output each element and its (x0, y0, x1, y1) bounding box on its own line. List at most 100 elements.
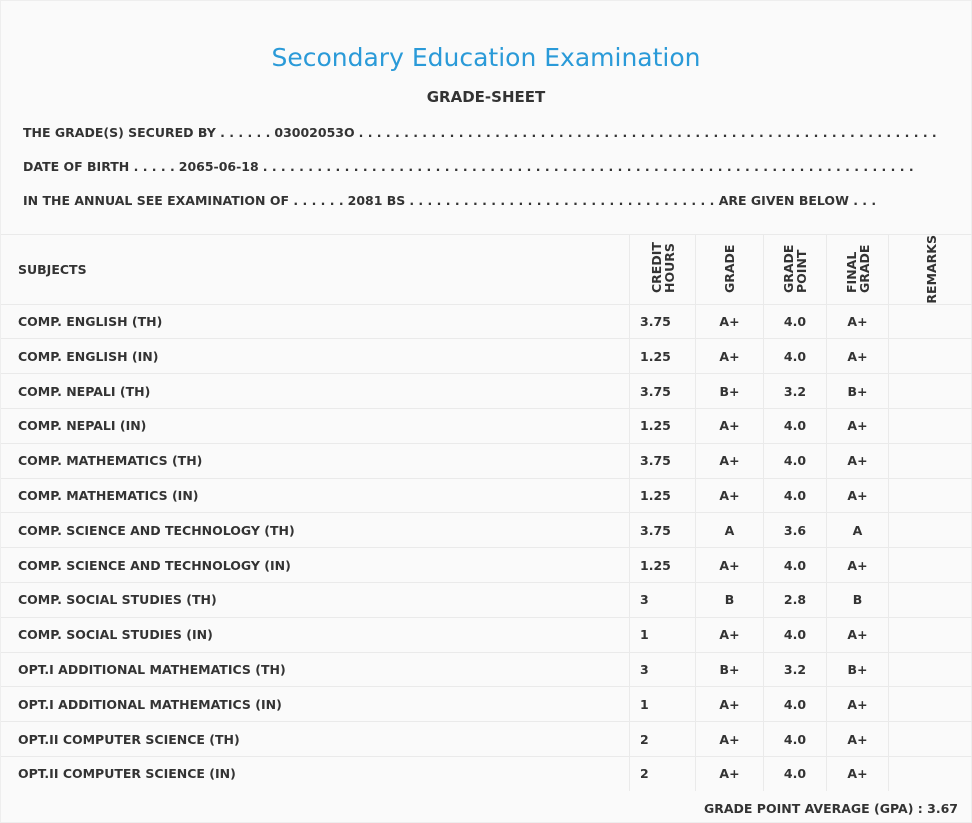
cell: 1.25 (629, 547, 696, 583)
subject-row: OPT.I ADDITIONAL MATHEMATICS (IN) 1 A+ 4.0 A… (1, 686, 972, 722)
column-header: FINAL GRADE (826, 234, 889, 305)
gpa: GRADE POINT AVERAGE (GPA) : 3.67 (704, 801, 958, 816)
cell: 3 (629, 581, 696, 618)
info-label: DATE OF BIRTH . . . . . (23, 159, 175, 174)
subject-row: COMP. SCIENCE AND TECHNOLOGY (TH) 3.75 A 3.… (1, 512, 972, 548)
column-header: SUBJECTS (1, 234, 630, 305)
subject-row: COMP. MATHEMATICS (IN) 1.25 A+ 4.0 A+ (1, 477, 972, 513)
cell: A+ (695, 477, 764, 513)
column-header: GRADE POINT (763, 234, 827, 305)
subject-name: OPT.II COMPUTER SCIENCE (TH) (1, 721, 630, 757)
subject-name: OPT.I ADDITIONAL MATHEMATICS (IN) (1, 686, 630, 722)
cell: A+ (826, 338, 889, 374)
column-header-text: REMARKS (923, 235, 939, 304)
cell: 3 (629, 651, 696, 687)
cell: A+ (826, 721, 889, 757)
cell: 4.0 (763, 303, 827, 339)
remarks-cell (888, 477, 972, 513)
cell: 2 (629, 755, 696, 791)
cell: 4.0 (763, 686, 827, 722)
subject-name: COMP. ENGLISH (TH) (1, 303, 630, 339)
cell: B+ (695, 651, 764, 687)
cell: A+ (695, 755, 764, 791)
cell: 3.75 (629, 303, 696, 339)
subject-name: COMP. ENGLISH (IN) (1, 338, 630, 374)
subject-name: COMP. MATHEMATICS (IN) (1, 477, 630, 513)
cell: B (695, 581, 764, 618)
info-trail: . . . . . . . . . . . . . . . . . . . . … (409, 193, 877, 208)
cell: 4.0 (763, 407, 827, 444)
remarks-cell (888, 512, 972, 548)
cell: 1 (629, 686, 696, 722)
subject-row: OPT.II COMPUTER SCIENCE (TH) 2 A+ 4.0 A+ (1, 721, 972, 757)
subject-row: COMP. SCIENCE AND TECHNOLOGY (IN) 1.25 A+ 4… (1, 547, 972, 583)
cell: A+ (695, 686, 764, 722)
cell: A+ (695, 721, 764, 757)
subject-row: COMP. NEPALI (IN) 1.25 A+ 4.0 A+ (1, 407, 972, 444)
subject-row: COMP. ENGLISH (IN) 1.25 A+ 4.0 A+ (1, 338, 972, 374)
remarks-cell (888, 651, 972, 687)
cell: 3.75 (629, 512, 696, 548)
cell: A+ (826, 442, 889, 479)
cell: 2 (629, 721, 696, 757)
cell: A+ (695, 338, 764, 374)
remarks-cell (888, 755, 972, 791)
subject-name: OPT.I ADDITIONAL MATHEMATICS (TH) (1, 651, 630, 687)
cell: A+ (695, 442, 764, 479)
column-header-text: GRADE (722, 244, 737, 294)
info-value: 03002053O (274, 125, 355, 140)
cell: A (826, 512, 889, 548)
cell: A+ (695, 547, 764, 583)
remarks-cell (888, 547, 972, 583)
subject-name: OPT.II COMPUTER SCIENCE (IN) (1, 755, 630, 791)
subject-row: COMP. SOCIAL STUDIES (TH) 3 B 2.8 B (1, 581, 972, 618)
remarks-cell (888, 686, 972, 722)
column-header: REMARKS (888, 234, 972, 305)
info-label: THE GRADE(S) SECURED BY . . . . . . (23, 125, 271, 140)
cell: 3.6 (763, 512, 827, 548)
remarks-cell (888, 616, 972, 653)
cell: A+ (826, 616, 889, 653)
info-label: IN THE ANNUAL SEE EXAMINATION OF . . . .… (23, 193, 344, 208)
subject-name: COMP. SOCIAL STUDIES (TH) (1, 581, 630, 618)
remarks-cell (888, 407, 972, 444)
remarks-cell (888, 303, 972, 339)
subject-row: COMP. MATHEMATICS (TH) 3.75 A+ 4.0 A+ (1, 442, 972, 479)
table-body: COMP. ENGLISH (TH) 3.75 A+ 4.0 A+ COMP. ENGLI… (1, 303, 972, 791)
cell: A+ (826, 755, 889, 791)
cell: A (695, 512, 764, 548)
remarks-cell (888, 442, 972, 479)
cell: A+ (826, 477, 889, 513)
info-line: DATE OF BIRTH . . . . . 2065-06-18. . . .… (23, 159, 918, 174)
cell: A+ (826, 686, 889, 722)
info-value: 2065-06-18 (178, 159, 259, 174)
subject-name: COMP. SCIENCE AND TECHNOLOGY (TH) (1, 512, 630, 548)
info-line: IN THE ANNUAL SEE EXAMINATION OF . . . .… (23, 193, 880, 208)
cell: 2.8 (763, 581, 827, 618)
subtitle: GRADE-SHEET (426, 88, 546, 106)
subject-row: OPT.II COMPUTER SCIENCE (IN) 2 A+ 4.0 A+ (1, 755, 972, 791)
gpa-label: GRADE POINT AVERAGE (GPA) : (703, 801, 923, 816)
info-trail: . . . . . . . . . . . . . . . . . . . . … (358, 125, 937, 140)
subject-name: COMP. MATHEMATICS (TH) (1, 442, 630, 479)
title: Secondary Education Examination (271, 43, 701, 72)
cell: 4.0 (763, 547, 827, 583)
cell: A+ (826, 303, 889, 339)
subject-row: COMP. NEPALI (TH) 3.75 B+ 3.2 B+ (1, 373, 972, 409)
subject-name: COMP. NEPALI (TH) (1, 373, 630, 409)
cell: 3.2 (763, 651, 827, 687)
cell: 3.75 (629, 442, 696, 479)
remarks-cell (888, 338, 972, 374)
cell: 4.0 (763, 616, 827, 653)
subject-row: OPT.I ADDITIONAL MATHEMATICS (TH) 3 B+ 3.2 B… (1, 651, 972, 687)
cell: B (826, 581, 889, 618)
subject-row: COMP. SOCIAL STUDIES (IN) 1 A+ 4.0 A+ (1, 616, 972, 653)
cell: 3.2 (763, 373, 827, 409)
cell: 4.0 (763, 442, 827, 479)
cell: B+ (826, 651, 889, 687)
cell: 4.0 (763, 721, 827, 757)
column-header: CREDIT HOURS (629, 234, 696, 305)
cell: 3.75 (629, 373, 696, 409)
cell: A+ (695, 303, 764, 339)
